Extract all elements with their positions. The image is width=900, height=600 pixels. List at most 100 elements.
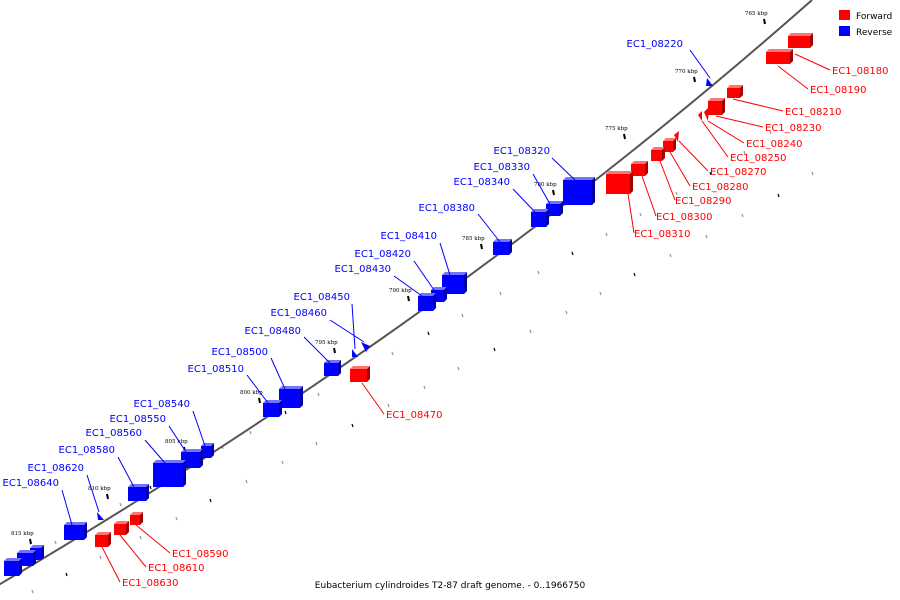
- genome-backbone: [0, 0, 813, 586]
- gene-ec1_08660: [17, 550, 36, 566]
- tick-mark: [284, 410, 287, 415]
- tick-mark: [599, 291, 602, 296]
- svg-text:EC1_08310: EC1_08310: [634, 229, 690, 240]
- gene-ec1_08610: [114, 521, 129, 535]
- label-ec1_08580: EC1_08580: [59, 445, 135, 488]
- label-ec1_08340: EC1_08340: [454, 177, 536, 213]
- svg-text:EC1_08470: EC1_08470: [386, 410, 442, 421]
- label-ec1_08380: EC1_08380: [419, 203, 501, 243]
- gene-ec1_08470: [350, 366, 370, 382]
- label-ec1_08540: EC1_08540: [134, 399, 206, 447]
- label-ec1_08290: EC1_08290: [659, 160, 731, 207]
- scale-label: 785 kbp: [462, 236, 485, 242]
- tick-mark: [351, 423, 354, 428]
- label-ec1_08320: EC1_08320: [494, 146, 576, 181]
- genes: [4, 33, 813, 576]
- tick-mark: [743, 150, 746, 155]
- svg-text:EC1_08580: EC1_08580: [59, 445, 115, 456]
- legend: Forward Reverse: [839, 10, 893, 38]
- gene-ec1_08510: [263, 400, 282, 417]
- gene-ec1_08270: [663, 138, 676, 152]
- tick-mark: [709, 171, 712, 176]
- svg-text:EC1_08330: EC1_08330: [474, 162, 530, 173]
- tick-mark: [427, 331, 430, 336]
- label-ec1_08510: EC1_08510: [188, 364, 269, 404]
- label-ec1_08190: EC1_08190: [777, 65, 866, 96]
- legend-forward-swatch: [839, 10, 850, 20]
- label-ec1_08270: EC1_08270: [678, 140, 766, 178]
- label-ec1_08560: EC1_08560: [86, 428, 166, 464]
- scale-marker: [480, 243, 483, 250]
- svg-text:EC1_08480: EC1_08480: [245, 326, 301, 337]
- gene-ec1_08240: [704, 107, 709, 121]
- gene-ec1_08180: [788, 33, 813, 48]
- scale-label: 780 kbp: [534, 182, 557, 188]
- tick-mark: [281, 460, 284, 465]
- scale-marker: [258, 397, 261, 404]
- svg-text:EC1_08320: EC1_08320: [494, 146, 550, 157]
- label-ec1_08500: EC1_08500: [212, 347, 286, 390]
- scale-label: 815 kbp: [11, 531, 34, 537]
- gene-ec1_08450: [352, 349, 358, 357]
- svg-text:EC1_08510: EC1_08510: [188, 364, 244, 375]
- label-ec1_08330: EC1_08330: [474, 162, 551, 205]
- tick-mark: [245, 479, 248, 484]
- scale-marker: [693, 76, 696, 83]
- svg-text:EC1_08240: EC1_08240: [746, 139, 802, 150]
- tick-mark: [391, 351, 394, 356]
- gene-ec1_08310: [674, 131, 679, 142]
- tick-mark: [571, 251, 574, 256]
- tick-mark: [669, 253, 672, 258]
- tick-mark: [811, 171, 814, 176]
- tick-mark: [31, 589, 34, 594]
- label-ec1_08250: EC1_08250: [701, 120, 786, 164]
- tick-mark: [493, 347, 496, 352]
- svg-text:EC1_08640: EC1_08640: [3, 478, 59, 489]
- label-ec1_08230: EC1_08230: [715, 115, 821, 134]
- tick-mark: [769, 130, 772, 135]
- gene-ec1_08620: [97, 512, 104, 520]
- svg-text:EC1_08380: EC1_08380: [419, 203, 475, 214]
- tick-mark: [633, 272, 636, 277]
- tick-mark: [249, 430, 252, 435]
- scale-label: 810 kbp: [88, 486, 111, 492]
- svg-text:EC1_08250: EC1_08250: [730, 153, 786, 164]
- gene-ec1_08580: [128, 484, 149, 501]
- label-ec1_08410: EC1_08410: [381, 231, 451, 276]
- svg-text:EC1_08340: EC1_08340: [454, 177, 510, 188]
- tick-mark: [741, 213, 744, 218]
- gene-ec1_08430: [418, 293, 436, 311]
- svg-text:EC1_08230: EC1_08230: [765, 123, 821, 134]
- svg-text:EC1_08450: EC1_08450: [294, 292, 350, 303]
- scale-label: 765 kbp: [745, 11, 768, 17]
- svg-text:EC1_08500: EC1_08500: [212, 347, 268, 358]
- label-ec1_08180: EC1_08180: [794, 53, 888, 77]
- tick-mark: [149, 485, 152, 490]
- svg-text:EC1_08560: EC1_08560: [86, 428, 142, 439]
- svg-text:EC1_08550: EC1_08550: [110, 414, 166, 425]
- legend-reverse-label: Reverse: [856, 28, 893, 38]
- label-ec1_08610: EC1_08610: [119, 534, 204, 574]
- svg-text:EC1_08610: EC1_08610: [148, 563, 204, 574]
- scale-marker: [407, 295, 410, 302]
- svg-text:EC1_08300: EC1_08300: [656, 212, 712, 223]
- gene-ec1_08230: [708, 98, 725, 115]
- gene-ec1_08340: [531, 209, 549, 227]
- scale-label: 805 kbp: [165, 439, 188, 445]
- tick-mark: [565, 310, 568, 315]
- label-ec1_08630: EC1_08630: [101, 546, 178, 589]
- label-ec1_08300: EC1_08300: [641, 175, 712, 223]
- tick-mark: [175, 516, 178, 521]
- svg-text:EC1_08210: EC1_08210: [785, 107, 841, 118]
- svg-text:EC1_08190: EC1_08190: [810, 85, 866, 96]
- label-ec1_08420: EC1_08420: [355, 249, 435, 291]
- tick-mark: [457, 366, 460, 371]
- scale-label: 775 kbp: [605, 126, 628, 132]
- legend-forward-label: Forward: [856, 12, 892, 22]
- svg-text:EC1_08630: EC1_08630: [122, 578, 178, 589]
- tick-mark: [65, 572, 68, 577]
- tick-mark: [605, 232, 608, 237]
- tick-mark: [119, 502, 122, 507]
- svg-text:EC1_08270: EC1_08270: [710, 167, 766, 178]
- tick-mark: [537, 270, 540, 275]
